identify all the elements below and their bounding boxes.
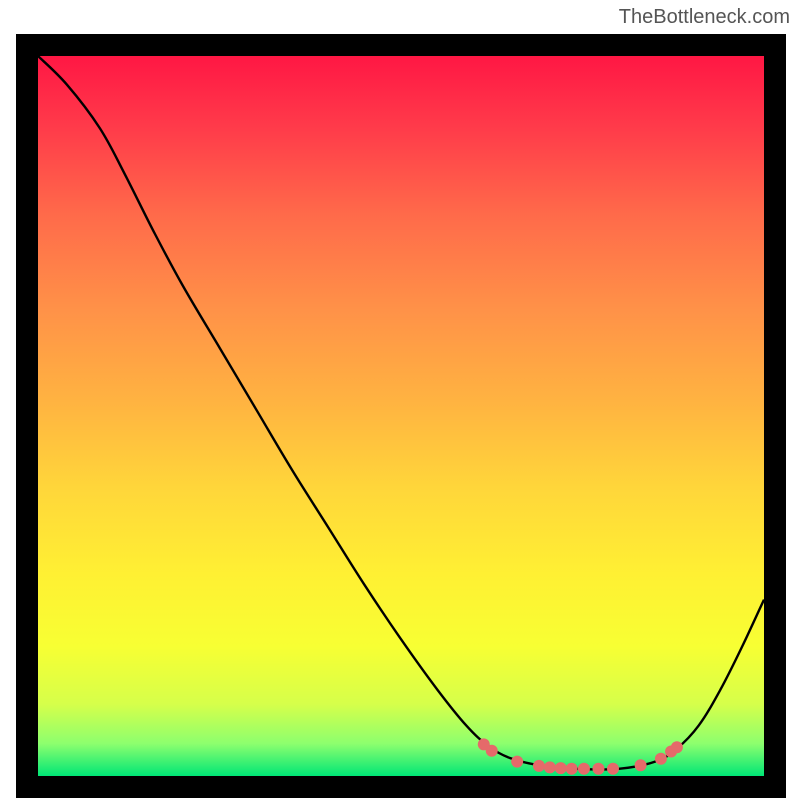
data-marker bbox=[512, 756, 523, 767]
data-marker bbox=[544, 762, 555, 773]
data-marker bbox=[578, 763, 589, 774]
data-marker bbox=[607, 763, 618, 774]
bottleneck-curve-chart bbox=[0, 0, 800, 800]
data-marker bbox=[555, 763, 566, 774]
data-marker bbox=[566, 763, 577, 774]
gradient-background bbox=[38, 56, 764, 776]
data-marker bbox=[593, 763, 604, 774]
data-marker bbox=[533, 760, 544, 771]
data-marker bbox=[671, 742, 682, 753]
chart-container: TheBottleneck.com bbox=[0, 0, 800, 800]
data-marker bbox=[655, 753, 666, 764]
attribution-text: TheBottleneck.com bbox=[619, 6, 790, 29]
data-marker bbox=[635, 760, 646, 771]
data-marker bbox=[486, 745, 497, 756]
